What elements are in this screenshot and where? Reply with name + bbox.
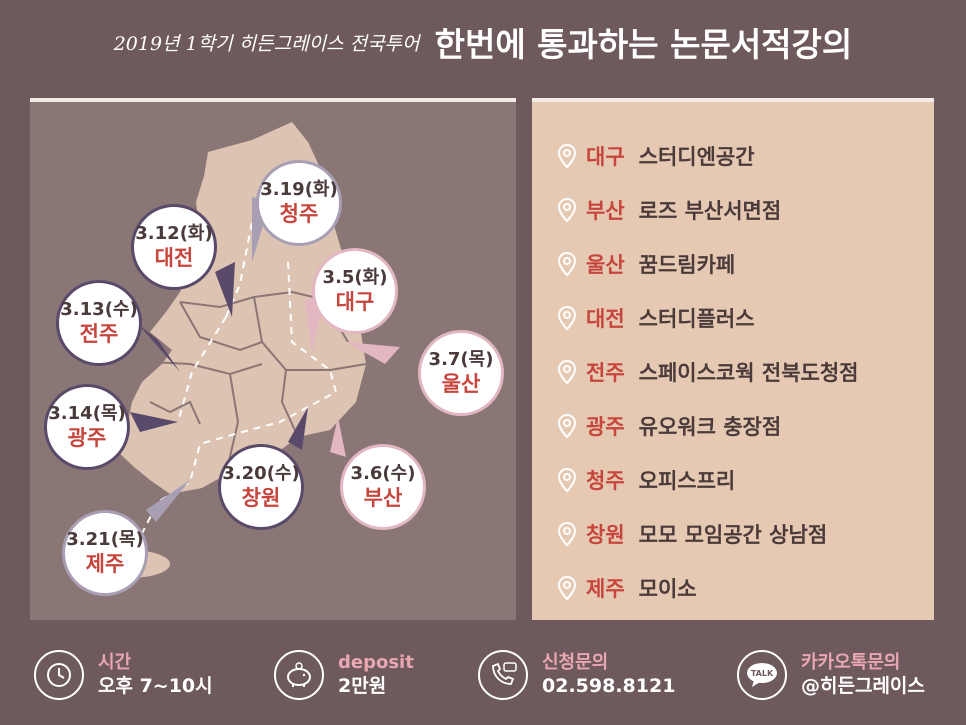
- bubble-date: 3.13(수): [60, 299, 138, 320]
- location-city: 울산: [586, 253, 625, 277]
- map-pin-icon: [557, 359, 577, 385]
- page-subtitle: 2019년 1학기 히든그레이스 전국투어: [113, 32, 420, 55]
- page-header: 2019년 1학기 히든그레이스 전국투어 한번에 통과하는 논문서적강의: [0, 18, 966, 66]
- kakaotalk-icon: TALK: [737, 650, 787, 700]
- location-venue: 스터디엔공간: [638, 145, 755, 169]
- list-item: 광주 유오워크 충장점: [556, 406, 781, 446]
- bubble-daejeon: 3.12(화) 대전: [131, 204, 217, 290]
- page-title: 한번에 통과하는 논문서적강의: [434, 25, 853, 64]
- map-pin-icon: [557, 413, 577, 439]
- bubble-date: 3.12(화): [135, 223, 213, 244]
- apply-label: 신청문의: [542, 652, 609, 673]
- bubble-city: 부산: [363, 486, 403, 510]
- map-pin-icon: [557, 575, 577, 601]
- bubble-city: 청주: [279, 202, 319, 226]
- bubble-city: 광주: [67, 426, 107, 450]
- location-venue: 스페이스코웍 전북도청점: [638, 361, 859, 385]
- clock-icon: [34, 650, 84, 700]
- footer-kakao: TALK 카카오톡문의 @히든그레이스: [737, 640, 925, 710]
- location-venue: 유오워크 충장점: [638, 415, 782, 439]
- deposit-label: deposit: [338, 652, 414, 673]
- kakao-label: 카카오톡문의: [801, 652, 901, 673]
- location-venue: 로즈 부산서면점: [638, 199, 782, 223]
- kakao-icon-text: TALK: [751, 669, 774, 678]
- map-pin-icon: [557, 521, 577, 547]
- list-item: 대구 스터디엔공간: [556, 136, 755, 176]
- location-city: 전주: [586, 361, 625, 385]
- location-list: 대구 스터디엔공간 부산 로즈 부산서면점 울산 꿈드림카페 대전 스터디플러스…: [532, 98, 934, 620]
- map-pin-icon: [557, 197, 577, 223]
- list-item: 전주 스페이스코웍 전북도청점: [556, 352, 858, 392]
- bubble-date: 3.5(화): [322, 267, 388, 288]
- bubble-date: 3.6(수): [350, 463, 416, 484]
- location-city: 부산: [586, 199, 625, 223]
- bubble-city: 제주: [85, 552, 125, 576]
- list-item: 울산 꿈드림카페: [556, 244, 735, 284]
- bubble-busan: 3.6(수) 부산: [340, 444, 426, 530]
- map-pin-icon: [557, 467, 577, 493]
- bubble-date: 3.21(목): [66, 529, 144, 550]
- bubble-jeju: 3.21(목) 제주: [62, 510, 148, 596]
- list-item: 청주 오피스프리: [556, 460, 735, 500]
- bubble-ulsan: 3.7(목) 울산: [418, 330, 504, 416]
- footer-deposit: deposit 2만원: [274, 640, 414, 710]
- location-city: 광주: [586, 415, 625, 439]
- bubble-city: 대전: [154, 246, 194, 270]
- kakao-id: @히든그레이스: [801, 675, 925, 697]
- bubble-daegu: 3.5(화) 대구: [312, 248, 398, 334]
- bubble-date: 3.14(목): [48, 403, 126, 424]
- time-label: 시간: [98, 652, 132, 673]
- bubble-date: 3.20(수): [222, 463, 300, 484]
- list-item: 부산 로즈 부산서면점: [556, 190, 781, 230]
- map-panel: 3.19(화) 청주 3.12(화) 대전 3.5(화) 대구 3.13(수) …: [30, 98, 516, 620]
- location-venue: 모모 모임공간 상남점: [638, 523, 828, 547]
- location-city: 창원: [586, 523, 625, 547]
- deposit-value: 2만원: [338, 675, 387, 697]
- apply-phone: 02.598.8121: [542, 675, 676, 697]
- bubble-city: 대구: [335, 290, 375, 314]
- bubble-city: 울산: [441, 372, 481, 396]
- time-value: 오후 7~10시: [98, 675, 213, 697]
- list-item: 대전 스터디플러스: [556, 298, 755, 338]
- location-city: 제주: [586, 577, 625, 601]
- location-city: 대전: [586, 307, 625, 331]
- location-venue: 꿈드림카페: [638, 253, 736, 277]
- footer-time: 시간 오후 7~10시: [34, 640, 213, 710]
- bubble-date: 3.7(목): [428, 349, 494, 370]
- bubble-gwangju: 3.14(목) 광주: [44, 384, 130, 470]
- location-venue: 오피스프리: [638, 469, 736, 493]
- list-item: 창원 모모 모임공간 상남점: [556, 514, 827, 554]
- bubble-changwon: 3.20(수) 창원: [218, 444, 304, 530]
- bubble-cheongju: 3.19(화) 청주: [256, 160, 342, 246]
- phone-chat-icon: [478, 650, 528, 700]
- location-city: 대구: [586, 145, 625, 169]
- location-venue: 스터디플러스: [638, 307, 755, 331]
- bubble-city: 창원: [241, 486, 281, 510]
- location-venue: 모이소: [638, 577, 697, 601]
- bubble-jeonju: 3.13(수) 전주: [56, 280, 142, 366]
- bubble-city: 전주: [79, 322, 119, 346]
- list-item: 제주 모이소: [556, 568, 697, 608]
- map-pin-icon: [557, 143, 577, 169]
- map-pin-icon: [557, 305, 577, 331]
- piggy-bank-icon: [274, 650, 324, 700]
- map-pin-icon: [557, 251, 577, 277]
- bubble-date: 3.19(화): [260, 179, 338, 200]
- footer-apply: 신청문의 02.598.8121: [478, 640, 675, 710]
- location-city: 청주: [586, 469, 625, 493]
